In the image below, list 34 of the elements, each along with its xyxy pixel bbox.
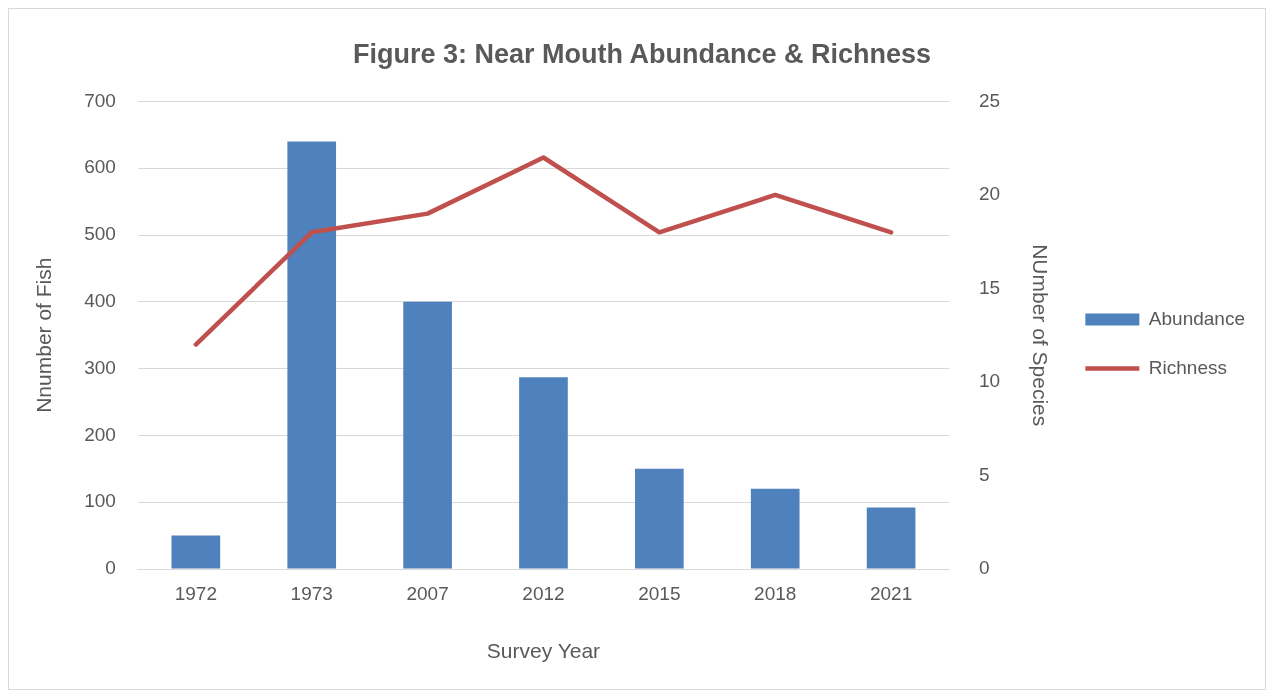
x-tick-label: 2018 bbox=[754, 582, 797, 604]
y2-tick-label: 0 bbox=[979, 557, 990, 579]
y-tick-label: 300 bbox=[84, 356, 116, 378]
bar bbox=[171, 535, 221, 569]
y-tick-label: 0 bbox=[105, 557, 116, 579]
y-tick-label: 700 bbox=[84, 89, 116, 111]
x-axis-title: Survey Year bbox=[486, 639, 601, 663]
bar bbox=[750, 488, 800, 569]
x-tick-label: 2012 bbox=[522, 582, 565, 604]
x-tick-label: 2007 bbox=[406, 582, 449, 604]
y-tick-label: 100 bbox=[84, 490, 116, 512]
x-tick-label: 2015 bbox=[638, 582, 681, 604]
y2-tick-label: 20 bbox=[979, 183, 1001, 205]
x-tick-label: 2021 bbox=[869, 582, 913, 604]
bar bbox=[635, 468, 684, 569]
y-tick-label: 500 bbox=[84, 223, 116, 245]
bar bbox=[287, 141, 337, 569]
x-tick-label: 1973 bbox=[290, 582, 333, 604]
y2-tick-label: 10 bbox=[979, 370, 1001, 392]
y-axis-title: Nnumber of Fish bbox=[32, 257, 56, 413]
bar bbox=[403, 301, 452, 569]
y2-tick-label: 25 bbox=[979, 89, 1001, 111]
y-tick-label: 200 bbox=[84, 423, 116, 445]
y2-axis-title: NUmber of Species bbox=[1028, 244, 1052, 427]
y-tick-label: 400 bbox=[84, 290, 116, 312]
y2-tick-label: 15 bbox=[979, 276, 1001, 298]
bar bbox=[519, 377, 568, 569]
chart-title: Figure 3: Near Mouth Abundance & Richness bbox=[352, 38, 932, 69]
y2-tick-label: 5 bbox=[979, 463, 990, 485]
y-tick-label: 600 bbox=[84, 156, 116, 178]
x-tick-label: 1972 bbox=[174, 582, 217, 604]
legend-label: Richness bbox=[1148, 356, 1228, 378]
bar bbox=[866, 507, 916, 569]
legend-label: Abundance bbox=[1148, 307, 1246, 329]
